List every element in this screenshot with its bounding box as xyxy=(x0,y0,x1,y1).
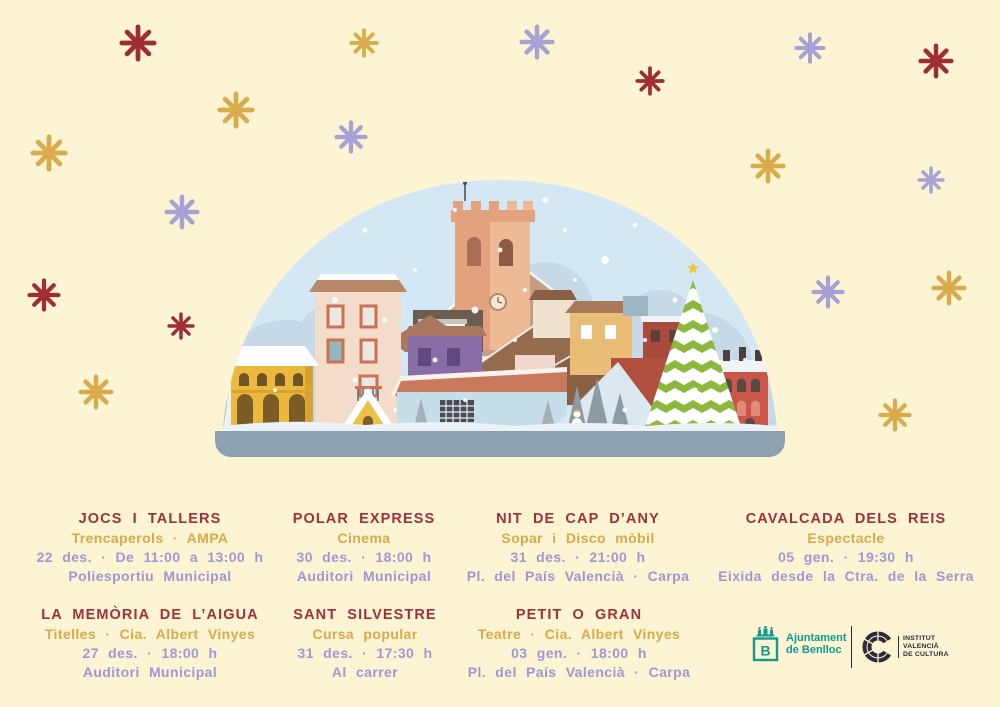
event-card: NIT DE CAP D’ANY Sopar i Disco mòbil 31 … xyxy=(408,510,748,586)
ajuntament-name: Ajuntament de Benlloc xyxy=(786,631,847,657)
event-title: CAVALCADA DELS REIS xyxy=(745,511,947,527)
event-title: POLAR EXPRESS xyxy=(292,511,436,527)
snowflake-icon xyxy=(917,166,945,194)
tree-star-icon: ★ xyxy=(685,259,700,278)
event-title: PETIT O GRAN xyxy=(515,607,643,623)
snowflake-icon xyxy=(164,194,200,230)
logo-divider xyxy=(851,626,852,668)
snowflake-icon xyxy=(349,28,379,58)
footer-logos: B Ajuntament de Benlloc xyxy=(752,626,982,676)
snowflake-icon xyxy=(167,312,195,340)
ajuntament-logo: B Ajuntament de Benlloc xyxy=(752,626,847,662)
snow-dots xyxy=(273,197,747,422)
snowflake-icon xyxy=(334,120,368,154)
ajuntament-crest-icon: B xyxy=(752,626,779,662)
snowflake-icon xyxy=(878,398,912,432)
event-category: Cursa popular xyxy=(312,626,418,642)
event-category: Titelles · Cia. Albert Vinyes xyxy=(44,626,256,642)
event-location: Eixida desde la Ctra. de la Serra xyxy=(718,568,974,584)
event-card: SANT SILVESTRE Cursa popular 31 des. · 1… xyxy=(195,606,535,682)
event-datetime: 03 gen. · 18:00 h xyxy=(511,645,647,661)
event-card: PETIT O GRAN Teatre · Cia. Albert Vinyes… xyxy=(409,606,749,682)
event-location: Al carrer xyxy=(331,664,399,680)
event-datetime: 31 des. · 21:00 h xyxy=(510,549,646,565)
globe-base xyxy=(215,431,785,457)
snowflake-icon xyxy=(119,24,157,62)
event-title: NIT DE CAP D’ANY xyxy=(496,511,660,527)
event-card: JOCS I TALLERS Trencaperols · AMPA 22 de… xyxy=(0,510,320,586)
event-category: Espectacle xyxy=(807,530,885,546)
ivc-bar xyxy=(898,636,899,658)
event-location: Poliesportiu Municipal xyxy=(68,568,232,584)
snowflake-icon xyxy=(794,32,826,64)
ivc-logo: INSTITUT VALENCIÀ DE CULTURA xyxy=(862,631,949,663)
snowflake-icon xyxy=(811,275,845,309)
event-category: Cinema xyxy=(337,530,391,546)
snow-ground xyxy=(223,421,777,431)
event-datetime: 22 des. · De 11:00 a 13:00 h xyxy=(36,549,264,565)
snowflake-icon xyxy=(635,66,665,96)
event-category: Trencaperols · AMPA xyxy=(71,530,229,546)
snowflake-icon xyxy=(78,374,114,410)
christmas-tree: ★ xyxy=(643,259,743,431)
event-location: Auditori Municipal xyxy=(296,568,432,584)
ajuntament-letter: B xyxy=(760,643,770,659)
snowflake-icon xyxy=(30,134,68,172)
event-datetime: 27 des. · 18:00 h xyxy=(82,645,218,661)
snowflake-icon xyxy=(918,43,954,79)
snow-globe-illustration: ★ xyxy=(215,180,785,457)
event-category: Teatre · Cia. Albert Vinyes xyxy=(477,626,681,642)
event-datetime: 30 des. · 18:00 h xyxy=(296,549,432,565)
event-datetime: 31 des. · 17:30 h xyxy=(297,645,433,661)
event-location: Pl. del País Valencià · Carpa xyxy=(466,568,690,584)
snowflake-icon xyxy=(519,24,555,60)
ivc-circle-icon xyxy=(862,631,894,663)
ivc-name: INSTITUT VALENCIÀ DE CULTURA xyxy=(903,634,949,659)
event-datetime: 05 gen. · 19:30 h xyxy=(778,549,914,565)
snowflake-icon xyxy=(217,91,255,129)
event-category: Sopar i Disco mòbil xyxy=(501,530,655,546)
event-title: LA MEMÒRIA DE L’AIGUA xyxy=(41,607,259,623)
yellow-arcade-building xyxy=(225,346,319,431)
snowflake-icon xyxy=(931,270,967,306)
event-card: LA MEMÒRIA DE L’AIGUA Titelles · Cia. Al… xyxy=(0,606,320,682)
event-card: CAVALCADA DELS REIS Espectacle 05 gen. ·… xyxy=(676,510,1000,586)
event-location: Pl. del País Valencià · Carpa xyxy=(467,664,691,680)
event-location: Auditori Municipal xyxy=(82,664,218,680)
event-title: SANT SILVESTRE xyxy=(293,607,437,623)
event-card: POLAR EXPRESS Cinema 30 des. · 18:00 h A… xyxy=(194,510,534,586)
snowflake-icon xyxy=(27,278,61,312)
event-title: JOCS I TALLERS xyxy=(78,511,222,527)
